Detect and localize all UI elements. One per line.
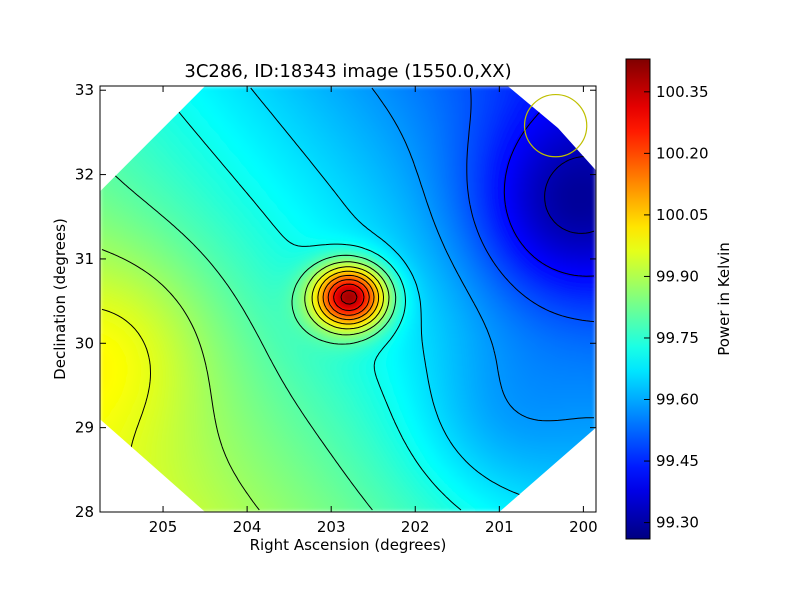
contour-line: [333, 283, 365, 311]
contour-line: [322, 274, 375, 321]
colorbar-gradient: [625, 58, 651, 540]
contour-line: [466, 87, 595, 323]
y-tick-label: 32: [75, 166, 94, 184]
colorbar-tick-label: 99.75: [656, 329, 699, 347]
x-tick-label: 205: [149, 518, 178, 536]
beam-circle: [523, 93, 588, 158]
contour-line: [327, 279, 370, 316]
y-tick-label: 33: [75, 81, 94, 99]
intensity-map: [100, 86, 596, 512]
colorbar-tick-label: 99.90: [656, 267, 699, 285]
contour-lines: [101, 87, 595, 511]
colorbar-tick-label: 99.30: [656, 514, 699, 532]
contour-line: [371, 87, 594, 422]
contour-line: [250, 87, 564, 511]
y-tick-label: 30: [75, 334, 94, 352]
sky-map: [100, 86, 596, 512]
colorbar-tick-label: 100.20: [656, 144, 709, 162]
y-tick-label: 28: [75, 503, 94, 521]
y-axis-label: Declination (degrees): [51, 218, 69, 380]
colorbar-tick-label: 100.35: [656, 83, 709, 101]
y-axis: 28 29 30 31 32 33: [75, 81, 596, 521]
x-tick-label: 202: [401, 518, 430, 536]
plot-frame: [99, 85, 597, 513]
colorbar-tick-label: 99.45: [656, 452, 699, 470]
x-tick-label: 200: [569, 518, 598, 536]
chart-title: 3C286, ID:18343 image (1550.0,XX): [184, 61, 511, 82]
contour-line: [340, 290, 358, 305]
x-tick-label: 203: [317, 518, 346, 536]
x-axis-label: Right Ascension (degrees): [250, 536, 447, 554]
y-tick-label: 29: [75, 419, 94, 437]
beam-marker: [523, 93, 588, 158]
contour-line: [317, 270, 380, 325]
x-tick-label: 204: [233, 518, 262, 536]
y-tick-label: 31: [75, 250, 94, 268]
colorbar-label: Power in Kelvin: [715, 242, 733, 356]
colorbar-tick-label: 99.60: [656, 391, 699, 409]
colorbar-tick-label: 100.05: [656, 206, 709, 224]
x-axis: 205 204 203 202 201 200: [149, 86, 598, 536]
contour-line: [101, 249, 390, 511]
x-tick-label: 201: [485, 518, 514, 536]
intensity-raster: [100, 86, 596, 512]
colorbar: 99.30 99.45 99.60 99.75 99.90 100.05 100.20 100…: [625, 58, 709, 540]
